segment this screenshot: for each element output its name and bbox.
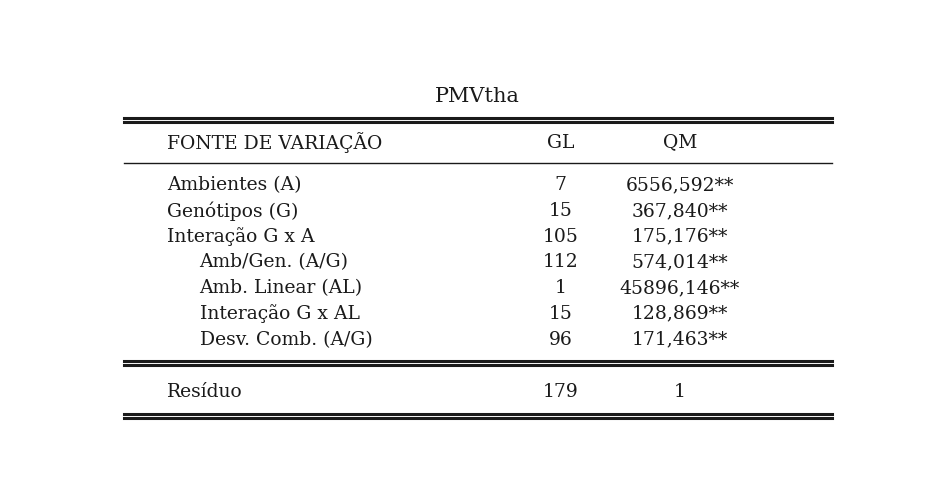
Text: Amb. Linear (AL): Amb. Linear (AL) [199,279,363,297]
Text: 15: 15 [549,305,572,323]
Text: GL: GL [547,133,574,152]
Text: 128,869**: 128,869** [632,305,728,323]
Text: 367,840**: 367,840** [632,202,728,220]
Text: PMVtha: PMVtha [435,87,520,106]
Text: 7: 7 [555,176,567,194]
Text: Resíduo: Resíduo [167,383,243,401]
Text: QM: QM [663,133,697,152]
Text: 179: 179 [542,383,579,401]
Text: 112: 112 [542,253,579,271]
Text: 574,014**: 574,014** [632,253,728,271]
Text: 15: 15 [549,202,572,220]
Text: Interação G x A: Interação G x A [167,228,315,246]
Text: FONTE DE VARIAÇÃO: FONTE DE VARIAÇÃO [167,132,382,153]
Text: Interação G x AL: Interação G x AL [199,304,360,323]
Text: 171,463**: 171,463** [632,331,728,348]
Text: 45896,146**: 45896,146** [620,279,740,297]
Text: Amb/Gen. (A/G): Amb/Gen. (A/G) [199,253,349,271]
Text: 1: 1 [555,279,567,297]
Text: Genótipos (G): Genótipos (G) [167,201,298,221]
Text: 96: 96 [549,331,572,348]
Text: 105: 105 [542,228,579,246]
Text: 175,176**: 175,176** [632,228,728,246]
Text: 6556,592**: 6556,592** [625,176,734,194]
Text: 1: 1 [674,383,686,401]
Text: Desv. Comb. (A/G): Desv. Comb. (A/G) [199,331,372,348]
Text: Ambientes (A): Ambientes (A) [167,176,302,194]
